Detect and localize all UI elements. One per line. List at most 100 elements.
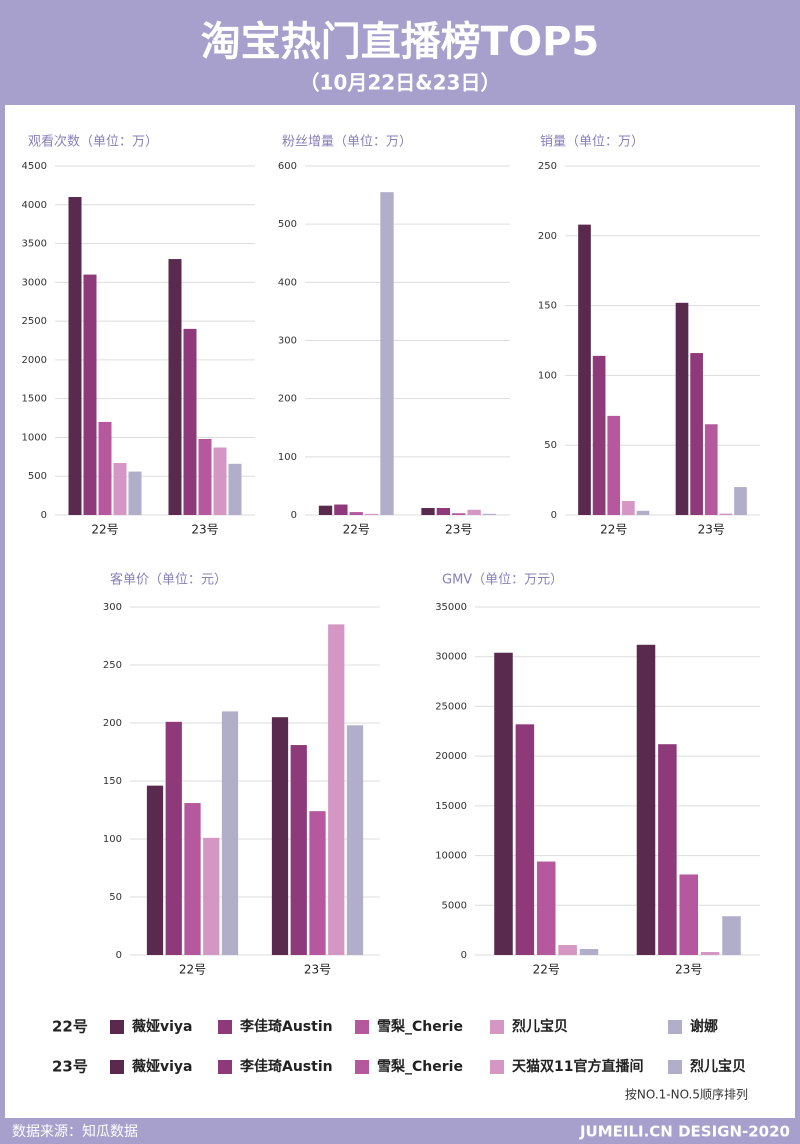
bar bbox=[536, 861, 556, 955]
x-tick-label: 22号 bbox=[600, 523, 627, 537]
page-title: 淘宝热门直播榜TOP5 bbox=[201, 19, 599, 65]
legend-entry: 烈儿宝贝 bbox=[690, 1058, 746, 1075]
bar bbox=[228, 463, 242, 515]
y-tick-label: 500 bbox=[278, 219, 297, 230]
bar bbox=[679, 874, 699, 955]
bar bbox=[452, 513, 466, 515]
bar bbox=[168, 259, 182, 515]
y-tick-label: 100 bbox=[103, 834, 122, 845]
y-tick-label: 1000 bbox=[22, 432, 47, 443]
y-tick-label: 300 bbox=[278, 336, 297, 347]
y-tick-label: 30000 bbox=[435, 652, 467, 663]
bar bbox=[482, 513, 497, 515]
y-tick-label: 2500 bbox=[22, 316, 47, 327]
bar bbox=[494, 652, 513, 955]
bar bbox=[636, 510, 650, 515]
legend-swatch bbox=[490, 1020, 504, 1034]
y-tick-label: 50 bbox=[544, 440, 557, 451]
y-tick-label: 600 bbox=[278, 161, 297, 172]
y-tick-label: 0 bbox=[461, 950, 467, 961]
y-tick-label: 4500 bbox=[22, 161, 47, 172]
legend-entry: 天猫双11官方直播间 bbox=[512, 1058, 643, 1075]
y-tick-label: 300 bbox=[103, 602, 122, 613]
bar bbox=[198, 438, 212, 515]
y-tick-label: 4000 bbox=[22, 200, 47, 211]
legend-swatch bbox=[668, 1060, 682, 1074]
y-tick-label: 150 bbox=[103, 776, 122, 787]
bar bbox=[622, 501, 635, 515]
bar bbox=[467, 509, 481, 515]
y-tick-label: 500 bbox=[28, 471, 47, 482]
bar bbox=[271, 717, 289, 955]
bar bbox=[165, 721, 182, 955]
bar bbox=[203, 837, 220, 955]
source: 数据来源：知瓜数据 bbox=[12, 1123, 138, 1140]
bar bbox=[515, 724, 535, 955]
y-tick-label: 200 bbox=[538, 231, 557, 242]
legend-swatch bbox=[218, 1060, 232, 1074]
legend-row-label: 23号 bbox=[52, 1058, 88, 1076]
bar bbox=[658, 744, 677, 955]
x-tick-label: 23号 bbox=[698, 523, 725, 537]
y-tick-label: 100 bbox=[278, 452, 297, 463]
legend-entry: 雪梨_Cherie bbox=[377, 1018, 463, 1035]
legend-entry: 李佳琦Austin bbox=[239, 1058, 333, 1075]
legend-entry: 雪梨_Cherie bbox=[377, 1058, 463, 1075]
x-tick-label: 22号 bbox=[343, 523, 370, 537]
bar bbox=[309, 811, 326, 955]
y-tick-label: 2000 bbox=[22, 355, 47, 366]
legend-swatch bbox=[355, 1020, 369, 1034]
legend-swatch bbox=[110, 1020, 124, 1034]
x-tick-label: 22号 bbox=[91, 523, 118, 537]
y-tick-label: 400 bbox=[278, 277, 297, 288]
x-tick-label: 22号 bbox=[179, 963, 206, 977]
y-tick-label: 200 bbox=[103, 718, 122, 729]
y-tick-label: 100 bbox=[538, 370, 557, 381]
bar bbox=[346, 725, 364, 955]
legend-swatch bbox=[355, 1060, 369, 1074]
bar bbox=[98, 421, 112, 515]
page-subtitle: （10月22日&23日） bbox=[300, 71, 501, 95]
legend-entry: 薇娅viya bbox=[132, 1058, 193, 1075]
y-tick-label: 1500 bbox=[22, 394, 47, 405]
x-tick-label: 22号 bbox=[533, 963, 560, 977]
bar bbox=[290, 745, 307, 955]
y-tick-label: 50 bbox=[109, 892, 122, 903]
y-tick-label: 250 bbox=[538, 161, 557, 172]
bar bbox=[607, 415, 621, 515]
x-tick-label: 23号 bbox=[675, 963, 702, 977]
bar bbox=[636, 644, 656, 955]
legend-swatch bbox=[110, 1060, 124, 1074]
y-tick-label: 200 bbox=[278, 394, 297, 405]
bar bbox=[128, 471, 142, 515]
bar bbox=[68, 197, 82, 515]
legend-entry: 烈儿宝贝 bbox=[512, 1018, 568, 1035]
y-tick-label: 20000 bbox=[435, 751, 467, 762]
bar bbox=[558, 945, 577, 955]
y-tick-label: 3500 bbox=[22, 239, 47, 250]
bar bbox=[436, 508, 451, 515]
bar bbox=[318, 505, 333, 515]
bar bbox=[113, 463, 127, 515]
bar bbox=[578, 224, 591, 515]
bar bbox=[83, 274, 97, 515]
chart-title: 销量（单位：万） bbox=[540, 135, 644, 150]
y-tick-label: 5000 bbox=[442, 900, 467, 911]
chart-title: 客单价（单位：元） bbox=[110, 572, 227, 588]
x-tick-label: 23号 bbox=[445, 523, 472, 537]
chart-title: 观看次数（单位：万） bbox=[28, 134, 158, 150]
x-tick-label: 23号 bbox=[191, 523, 218, 537]
legend-swatch bbox=[668, 1020, 682, 1034]
legend-entry: 谢娜 bbox=[690, 1018, 718, 1035]
chart-title: GMV（单位：万元） bbox=[442, 573, 563, 588]
bar bbox=[690, 353, 703, 515]
bar bbox=[700, 952, 720, 955]
bar bbox=[675, 302, 689, 515]
bar bbox=[364, 513, 379, 515]
legend-row-label: 22号 bbox=[52, 1018, 88, 1036]
bar bbox=[221, 711, 239, 955]
bar bbox=[722, 916, 741, 955]
y-tick-label: 0 bbox=[291, 510, 297, 521]
y-tick-label: 150 bbox=[538, 301, 557, 312]
